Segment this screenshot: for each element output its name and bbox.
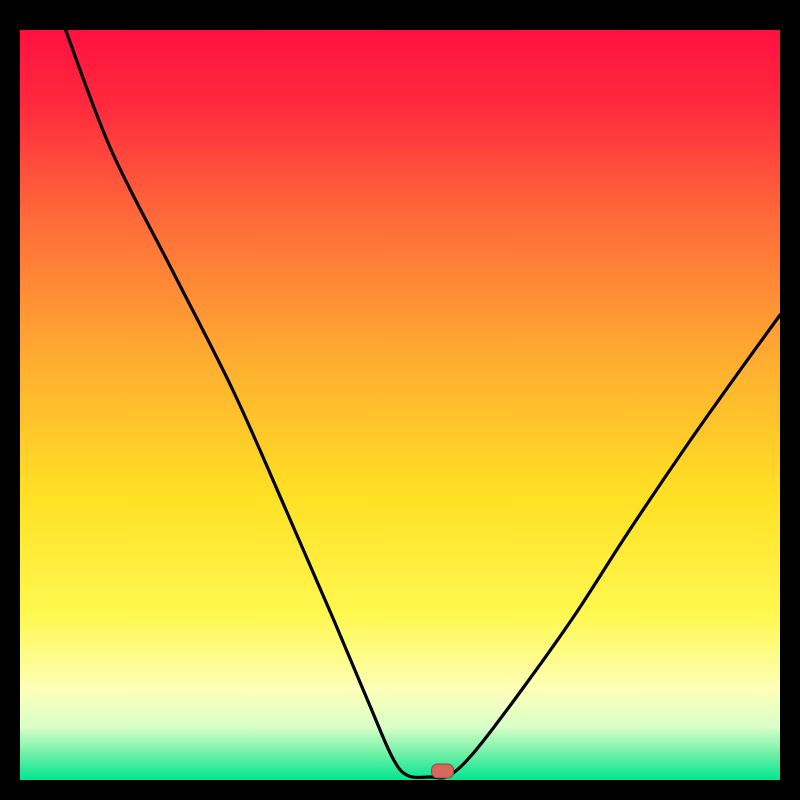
chart-background [20, 30, 780, 780]
frame-bottom [0, 780, 800, 800]
frame-top [0, 0, 800, 30]
optimal-point-marker [432, 764, 454, 778]
bottleneck-chart [0, 0, 800, 800]
frame-left [0, 0, 20, 800]
frame-right [780, 0, 800, 800]
